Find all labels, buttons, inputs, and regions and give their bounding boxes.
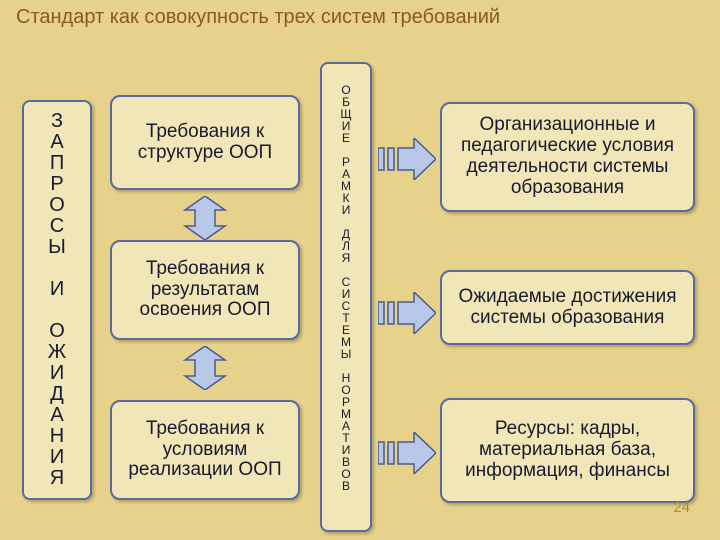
- right-arrow-icon: [378, 292, 436, 334]
- right-arrow-icon: [378, 138, 436, 180]
- mid-box-conditions: Требования к условиям реализации ООП: [110, 400, 300, 500]
- mid-box-results-text: Требования к результатам освоения ООП: [120, 259, 290, 322]
- center-vertical-text: О Б Щ И Е Р А М К И Д Л Я С И С Т Е М Ы …: [340, 83, 351, 493]
- left-vertical-box: З А П Р О С Ы И О Ж И Д А Н И Я: [22, 100, 92, 500]
- updown-arrow-icon: [175, 346, 235, 390]
- right-box-resources: Ресурсы: кадры, материальная база, инфор…: [440, 398, 695, 503]
- right-arrow-icon: [378, 432, 436, 474]
- center-vertical-box: О Б Щ И Е Р А М К И Д Л Я С И С Т Е М Ы …: [320, 62, 372, 532]
- right-box-expected-text: Ожидаемые достижения системы образования: [452, 287, 683, 329]
- right-box-resources-text: Ресурсы: кадры, материальная база, инфор…: [452, 419, 683, 482]
- slide-title: Стандарт как совокупность трех систем тр…: [16, 6, 500, 29]
- right-box-org: Организационные и педагогические условия…: [440, 102, 695, 212]
- left-vertical-text: З А П Р О С Ы И О Ж И Д А Н И Я: [48, 111, 66, 489]
- right-box-org-text: Организационные и педагогические условия…: [452, 115, 683, 199]
- mid-box-results: Требования к результатам освоения ООП: [110, 240, 300, 340]
- updown-arrow-icon: [175, 196, 235, 240]
- mid-box-structure-text: Требования к структуре ООП: [120, 122, 290, 164]
- mid-box-structure: Требования к структуре ООП: [110, 95, 300, 190]
- mid-box-conditions-text: Требования к условиям реализации ООП: [120, 419, 290, 482]
- slide-number: 24: [673, 499, 690, 516]
- right-box-expected: Ожидаемые достижения системы образования: [440, 270, 695, 345]
